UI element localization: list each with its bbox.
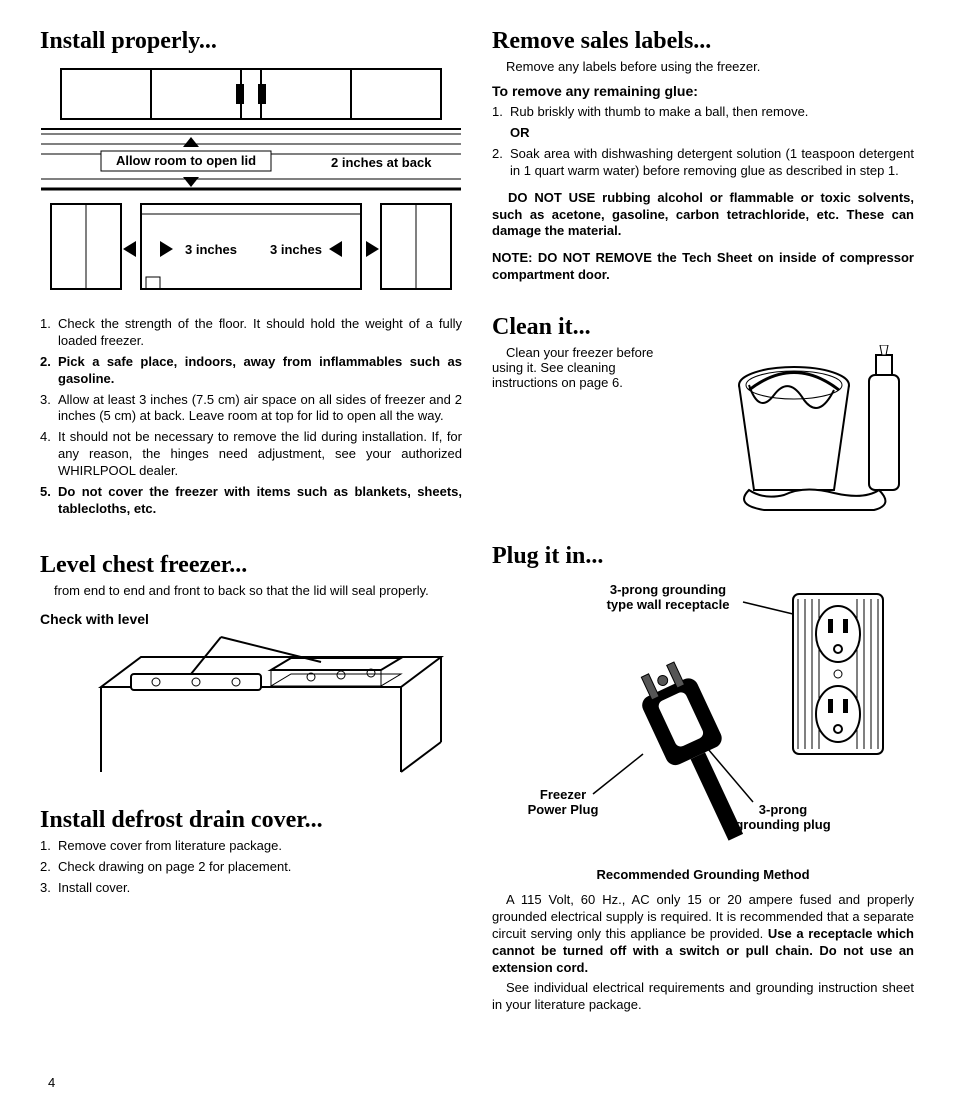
plug-diagram: 3-prong grounding type wall receptacle F… bbox=[492, 574, 914, 854]
grounding-caption: Recommended Grounding Method bbox=[492, 867, 914, 884]
heading-plug-it: Plug it in... bbox=[492, 543, 914, 570]
install-step: It should not be necessary to remove the… bbox=[40, 429, 462, 480]
svg-text:3 inches: 3 inches bbox=[270, 242, 322, 257]
heading-level-freezer: Level chest freezer... bbox=[40, 552, 462, 579]
or-label: OR bbox=[510, 125, 914, 142]
heading-install-properly: Install properly... bbox=[40, 28, 462, 55]
remove-steps: Rub briskly with thumb to make a ball, t… bbox=[492, 104, 914, 121]
drain-steps: Remove cover from literature package. Ch… bbox=[40, 838, 462, 897]
plug-para1: A 115 Volt, 60 Hz., AC only 15 or 20 amp… bbox=[492, 892, 914, 976]
install-steps: Check the strength of the floor. It shou… bbox=[40, 316, 462, 518]
install-diagram: Allow room to open lid 2 inches at back … bbox=[40, 59, 462, 299]
clean-diagram bbox=[714, 345, 914, 525]
drain-step: Remove cover from literature package. bbox=[40, 838, 462, 855]
right-column: Remove sales labels... Remove any labels… bbox=[492, 28, 914, 1014]
remove-step: Rub briskly with thumb to make a ball, t… bbox=[492, 104, 914, 121]
svg-text:3-prong: 3-prong bbox=[759, 802, 807, 817]
heading-clean-it: Clean it... bbox=[492, 314, 914, 341]
svg-text:Freezer: Freezer bbox=[540, 787, 586, 802]
level-diagram bbox=[40, 632, 462, 782]
level-label: Check with level bbox=[40, 610, 462, 628]
remove-sub: To remove any remaining glue: bbox=[492, 82, 914, 100]
page-number: 4 bbox=[48, 1075, 55, 1090]
svg-text:3 inches: 3 inches bbox=[185, 242, 237, 257]
svg-text:Allow room to open lid: Allow room to open lid bbox=[116, 153, 256, 168]
left-column: Install properly... bbox=[40, 28, 462, 1014]
install-step: Pick a safe place, indoors, away from in… bbox=[40, 354, 462, 388]
heading-install-drain: Install defrost drain cover... bbox=[40, 807, 462, 834]
svg-text:Power Plug: Power Plug bbox=[528, 802, 599, 817]
remove-steps-2: Soak area with dishwashing detergent sol… bbox=[492, 146, 914, 180]
install-step: Do not cover the freezer with items such… bbox=[40, 484, 462, 518]
svg-text:3-prong grounding: 3-prong grounding bbox=[610, 582, 726, 597]
plug-para2: See individual electrical requirements a… bbox=[492, 980, 914, 1014]
svg-text:type wall receptacle: type wall receptacle bbox=[607, 597, 730, 612]
install-step: Allow at least 3 inches (7.5 cm) air spa… bbox=[40, 392, 462, 426]
remove-intro: Remove any labels before using the freez… bbox=[506, 59, 914, 76]
drain-step: Check drawing on page 2 for placement. bbox=[40, 859, 462, 876]
drain-step: Install cover. bbox=[40, 880, 462, 897]
remove-step: Soak area with dishwashing detergent sol… bbox=[492, 146, 914, 180]
warning-solvents: DO NOT USE rubbing alcohol or flammable … bbox=[492, 190, 914, 241]
svg-text:2 inches at back: 2 inches at back bbox=[331, 155, 432, 170]
note-techsheet: NOTE: DO NOT REMOVE the Tech Sheet on in… bbox=[492, 250, 914, 284]
level-intro: from end to end and front to back so tha… bbox=[54, 583, 462, 600]
heading-remove-labels: Remove sales labels... bbox=[492, 28, 914, 55]
svg-text:grounding plug: grounding plug bbox=[735, 817, 830, 832]
install-step: Check the strength of the floor. It shou… bbox=[40, 316, 462, 350]
